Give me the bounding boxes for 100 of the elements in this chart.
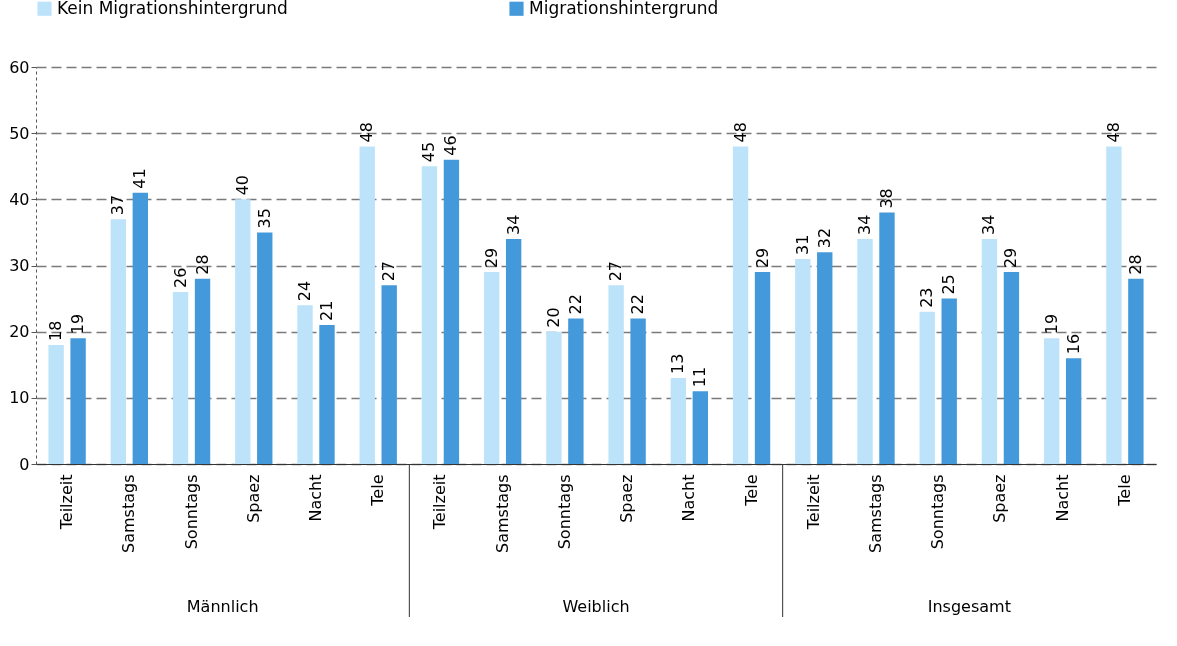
data-label: 46: [441, 135, 461, 156]
y-tick-label: 50: [9, 123, 30, 143]
bar: [608, 285, 624, 464]
data-label: 40: [232, 174, 252, 196]
bar: [319, 325, 335, 464]
bar: [235, 199, 251, 464]
y-tick-label: 40: [9, 189, 30, 209]
bar: [1106, 146, 1122, 464]
bar: [257, 232, 273, 464]
text: Insgesamt: [927, 597, 1011, 616]
y-tick-label: 60: [9, 57, 30, 77]
data-label: 41: [130, 168, 150, 189]
x-tick-label: Samstags: [866, 474, 885, 553]
y-tick-label: 20: [9, 322, 30, 342]
bar: [568, 318, 584, 464]
x-tick-label: Tele: [741, 474, 761, 507]
data-label: 27: [606, 260, 626, 282]
bar: [795, 258, 811, 464]
bar: [443, 159, 460, 464]
x-tick-label: Teilzeit: [803, 474, 823, 531]
data-label: 28: [1125, 254, 1145, 275]
data-label: 19: [68, 313, 88, 335]
data-label: 29: [1001, 247, 1021, 269]
data-label: 38: [876, 188, 896, 209]
data-label: 11: [690, 366, 710, 388]
data-label: 45: [419, 141, 439, 163]
data-label: 35: [254, 208, 274, 229]
bar: [484, 272, 500, 464]
bar: [381, 285, 397, 464]
data-label: 34: [503, 214, 523, 236]
y-tick-label: 30: [9, 256, 30, 275]
data-label: 29: [752, 247, 772, 269]
x-tick-label: Spaez: [243, 474, 263, 523]
bar: [981, 239, 998, 464]
data-label: 48: [1103, 122, 1123, 143]
data-label: 34: [855, 214, 875, 236]
x-tick-label: Tele: [368, 474, 388, 507]
data-label: 22: [628, 294, 648, 315]
x-tick-label: Samstags: [119, 474, 139, 553]
x-tick-label: Spaez: [990, 474, 1010, 523]
data-label: 31: [792, 234, 812, 255]
bar: [817, 252, 833, 464]
x-tick-label: Teilzeit: [57, 474, 77, 531]
data-label: 27: [379, 260, 399, 282]
bar: [670, 377, 687, 464]
bar: [194, 278, 211, 464]
data-label: 16: [1063, 333, 1083, 355]
bar: [732, 146, 749, 464]
bar: [1044, 338, 1060, 464]
data-label: 21: [316, 300, 336, 322]
data-label: 37: [108, 194, 128, 216]
bar: [1003, 272, 1020, 464]
y-tick-label: 10: [9, 388, 30, 408]
y-tick-label: 0: [19, 454, 30, 474]
x-tick-label: Tele: [1114, 474, 1134, 507]
data-label: 25: [939, 274, 959, 295]
bar: [359, 146, 375, 464]
x-tick-label: Samstags: [492, 474, 512, 553]
bar: [857, 239, 873, 464]
bar: [421, 166, 438, 464]
legend-label: Kein Migrationshintergrund: [57, 0, 288, 18]
bar: [630, 318, 646, 464]
data-label: 48: [357, 122, 377, 143]
x-tick-label: Sonntags: [554, 474, 574, 550]
bar: [505, 239, 522, 464]
bar: [941, 298, 957, 464]
data-label: 18: [46, 320, 66, 341]
data-label: 22: [565, 294, 585, 315]
data-label: 24: [295, 280, 315, 302]
x-tick-label: Nacht: [306, 474, 325, 522]
bar: [48, 344, 64, 464]
bar: [110, 219, 127, 464]
bar: [172, 291, 189, 464]
x-tick-label: Sonntags: [181, 474, 201, 550]
text: Männlich: [186, 597, 259, 616]
bar: [692, 391, 708, 464]
data-label: 23: [917, 287, 937, 308]
data-label: 19: [1041, 313, 1061, 335]
bar: [546, 331, 562, 464]
data-label: 28: [192, 254, 212, 275]
x-tick-label: Spaez: [617, 474, 637, 523]
bar: [297, 305, 313, 464]
data-label: 32: [814, 227, 834, 249]
bar: [1065, 358, 1082, 464]
bar: [1128, 278, 1144, 464]
legend-label: Migrationshintergrund: [529, 0, 719, 18]
bar: [70, 338, 86, 464]
data-label: 48: [730, 122, 750, 143]
text: Weiblich: [562, 597, 630, 616]
data-label: 26: [170, 267, 190, 288]
x-tick-label: Nacht: [1052, 474, 1072, 522]
data-label: 20: [543, 307, 563, 328]
bar: [754, 272, 771, 464]
data-label: 34: [979, 214, 999, 236]
bar: [919, 311, 935, 464]
bar: [132, 192, 148, 464]
data-label: 13: [668, 353, 688, 374]
x-tick-label: Sonntags: [928, 474, 948, 550]
x-tick-label: Teilzeit: [430, 474, 450, 531]
data-label: 29: [481, 247, 501, 269]
